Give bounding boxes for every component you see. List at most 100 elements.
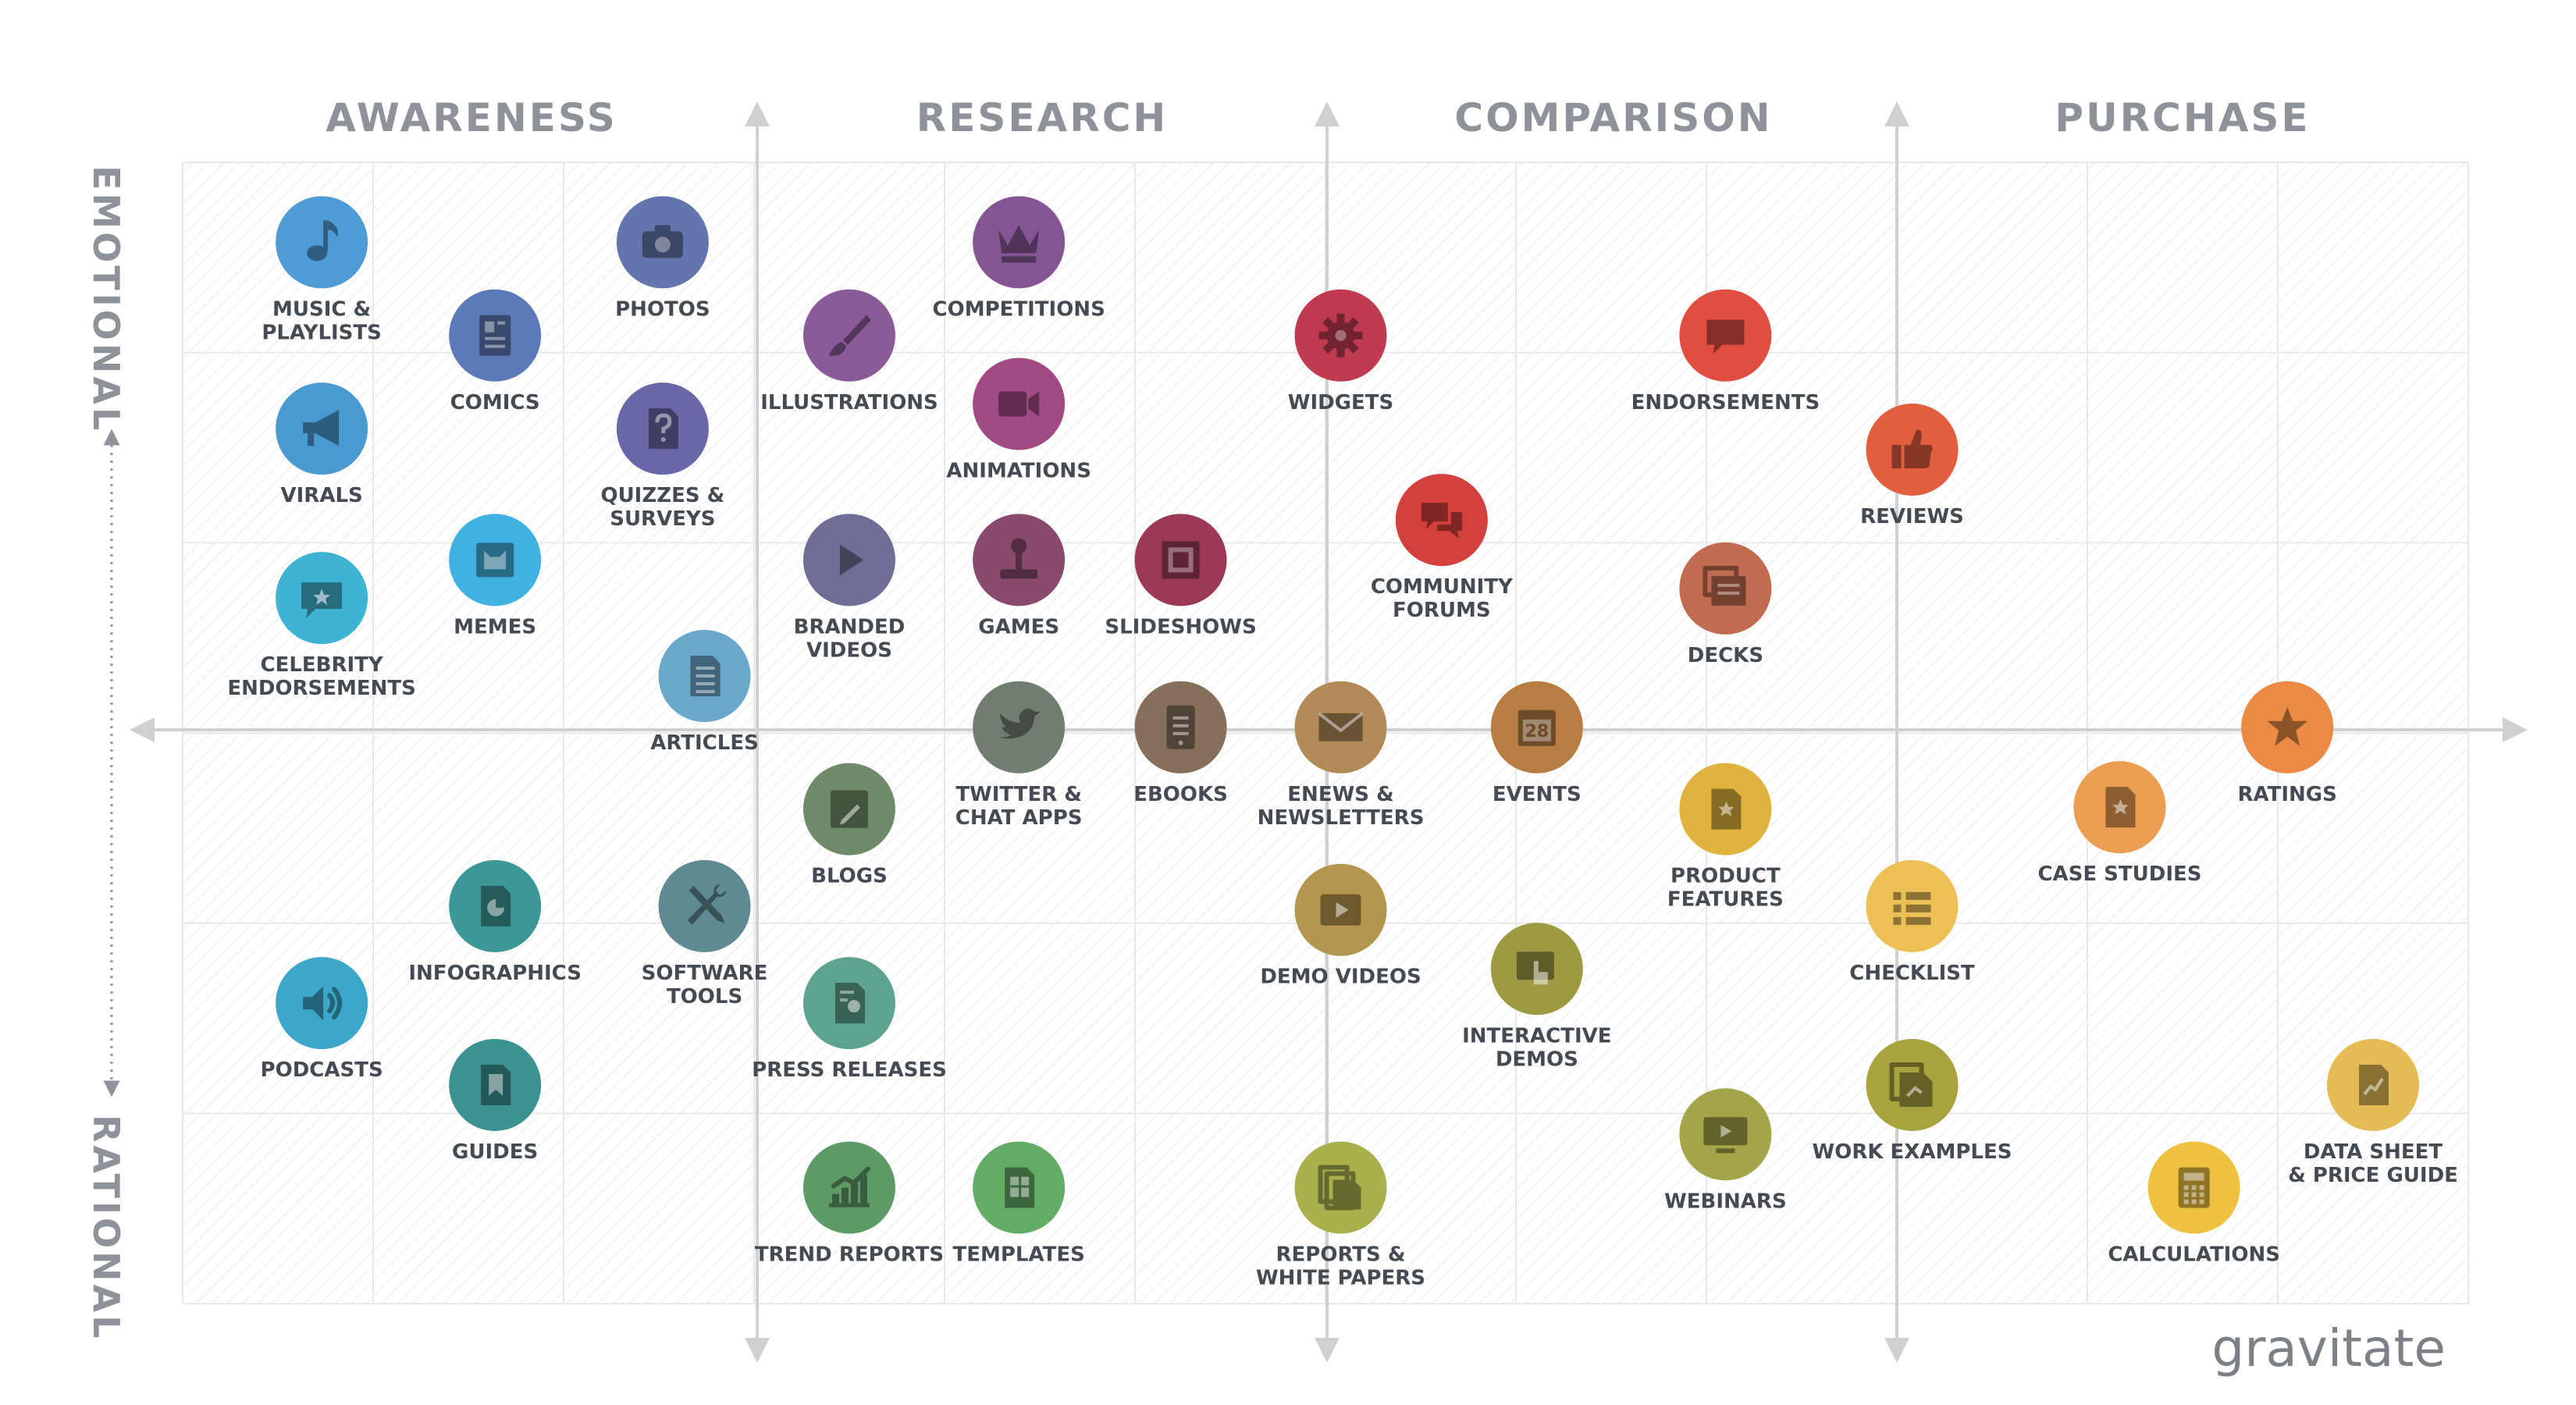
content-item-label: INFOGRAPHICS [408, 962, 582, 985]
touch-screen-icon [1516, 951, 1554, 985]
star-bubble-icon [301, 582, 343, 619]
content-item-label: ENDORSEMENTS [227, 677, 416, 700]
play-icon [840, 544, 863, 576]
content-item-label: RATINGS [2238, 783, 2337, 806]
content-item-label: BLOGS [811, 865, 888, 888]
content-item-label: CASE STUDIES [2037, 863, 2201, 886]
content-item-music[interactable]: MUSIC &PLAYLISTS [262, 196, 382, 344]
content-item-label: GAMES [978, 615, 1059, 638]
content-item-demovideos[interactable]: DEMO VIDEOS [1260, 863, 1421, 989]
content-item-trendreports[interactable]: TREND REPORTS [755, 1141, 944, 1267]
content-item-label: PHOTOS [615, 297, 710, 321]
content-item-photos[interactable]: PHOTOS [615, 196, 710, 321]
stage-heading-research: RESEARCH [916, 95, 1169, 140]
video-camera-icon [998, 391, 1040, 417]
content-item-label: TWITTER & [955, 783, 1082, 806]
content-item-label: CHAT APPS [955, 806, 1083, 830]
content-item-label: GUIDES [452, 1140, 538, 1164]
content-item-blogs[interactable]: BLOGS [803, 763, 895, 888]
content-item-calculations[interactable]: CALCULATIONS [2108, 1141, 2280, 1267]
content-items: MUSIC &PLAYLISTS PHOTOS COMPETITIONS COMICS… [227, 196, 2458, 1290]
content-item-label: REPORTS & [1276, 1243, 1406, 1267]
megaphone-icon [303, 410, 340, 446]
content-item-ratings[interactable]: RATINGS [2238, 681, 2337, 806]
content-item-label: WIDGETS [1288, 391, 1394, 414]
speaker-icon [303, 986, 343, 1021]
content-item-decks[interactable]: DECKS [1679, 542, 1772, 667]
content-item-workexamples[interactable]: WORK EXAMPLES [1813, 1038, 2012, 1164]
content-item-podcasts[interactable]: PODCASTS [261, 957, 383, 1082]
content-item-label: WEBINARS [1664, 1190, 1787, 1213]
stage-heading-comparison: COMPARISON [1454, 95, 1772, 140]
comic-page-icon [479, 315, 511, 356]
content-item-animations[interactable]: ANIMATIONS [946, 357, 1091, 482]
content-item-widgets[interactable]: WIDGETS [1288, 289, 1394, 414]
content-item-webinars[interactable]: WEBINARS [1664, 1088, 1787, 1213]
content-item-label: COMPETITIONS [933, 297, 1105, 321]
map-doc-icon [481, 1064, 511, 1105]
content-item-label: DEMO VIDEOS [1260, 966, 1421, 989]
tablet-icon [1166, 705, 1195, 749]
stacked-slides-icon [1703, 565, 1746, 606]
content-item-label: BRANDED [794, 615, 906, 638]
content-item-label: MEMES [454, 615, 536, 638]
content-item-label: SOFTWARE [642, 962, 768, 985]
content-item-label: ILLUSTRATIONS [760, 391, 938, 414]
content-item-enews[interactable]: ENEWS &NEWSLETTERS [1258, 681, 1425, 830]
content-item-reports[interactable]: REPORTS &WHITE PAPERS [1256, 1141, 1425, 1290]
content-item-events[interactable]: 28 EVENTS [1490, 681, 1583, 806]
content-item-reviews[interactable]: REVIEWS [1860, 403, 1964, 528]
star-icon [2267, 706, 2308, 746]
content-item-endorsements[interactable]: ENDORSEMENTS [1631, 289, 1820, 414]
content-item-label: ARTICLES [650, 731, 759, 755]
content-item-label: COMICS [450, 391, 540, 414]
content-item-label: CHECKLIST [1849, 962, 1975, 985]
content-item-slideshows[interactable]: SLIDESHOWS [1105, 514, 1257, 638]
bar-chart-icon [829, 1166, 870, 1208]
content-item-label: SLIDESHOWS [1105, 615, 1256, 638]
content-item-guides[interactable]: GUIDES [449, 1038, 542, 1164]
content-item-datasheet[interactable]: DATA SHEET& PRICE GUIDE [2288, 1038, 2458, 1187]
tools-icon [687, 884, 727, 925]
content-item-label: CALCULATIONS [2108, 1243, 2280, 1267]
chart-doc-icon [2359, 1064, 2389, 1105]
content-item-infographics[interactable]: INFOGRAPHICS [408, 859, 582, 985]
content-item-ebooks[interactable]: EBOOKS [1133, 681, 1228, 806]
content-item-memes[interactable]: MEMES [449, 514, 542, 638]
content-item-label: ENEWS & [1287, 783, 1393, 806]
axis-label-emotional: EMOTIONAL [85, 165, 127, 433]
content-item-competitions[interactable]: COMPETITIONS [933, 196, 1105, 321]
content-item-quizzes[interactable]: QUIZZES &SURVEYS [600, 382, 724, 531]
content-item-twitter[interactable]: TWITTER &CHAT APPS [955, 681, 1083, 830]
content-item-virals[interactable]: VIRALS [276, 382, 368, 507]
content-item-circle [276, 196, 368, 289]
content-item-checklist[interactable]: CHECKLIST [1849, 859, 1975, 985]
content-item-casestudies[interactable]: CASE STUDIES [2037, 761, 2202, 886]
envelope-icon [1318, 712, 1364, 742]
star-doc-icon [1711, 788, 1742, 830]
play-screen-icon [1320, 894, 1361, 926]
stage-heading-purchase: PURCHASE [2055, 95, 2310, 140]
content-item-label: QUIZZES & [600, 484, 724, 507]
slides-icon [1162, 541, 1200, 579]
pencil-box-icon [831, 790, 868, 828]
content-item-illustrations[interactable]: ILLUSTRATIONS [760, 289, 938, 414]
content-item-games[interactable]: GAMES [973, 514, 1066, 638]
content-item-label: & PRICE GUIDE [2288, 1164, 2458, 1187]
question-page-icon [648, 408, 678, 450]
content-item-articles[interactable]: ARTICLES [650, 629, 759, 755]
content-item-label: WHITE PAPERS [1256, 1267, 1425, 1290]
content-item-comics[interactable]: COMICS [449, 289, 542, 414]
content-item-templates[interactable]: TEMPLATES [952, 1141, 1085, 1267]
content-item-pressreleases[interactable]: PRESS RELEASES [752, 957, 947, 1082]
content-item-label: PLAYLISTS [262, 321, 382, 344]
content-item-circle [803, 1141, 895, 1234]
content-item-label: DATA SHEET [2304, 1140, 2443, 1164]
brand-logo: gravitate [2211, 1318, 2446, 1378]
